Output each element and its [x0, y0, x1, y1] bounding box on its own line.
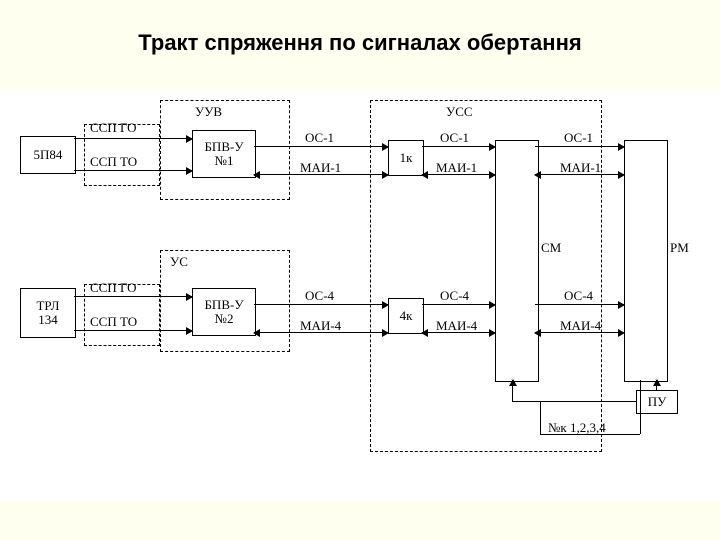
edge-seg-18-2 [540, 401, 541, 434]
edge-6 [254, 304, 388, 305]
diagram-canvas: УУВ УС УСС 5П84 ТРЛ134 БПВ-У№1 БПВ-У№2 1к 4к СМ РМ… [0, 90, 720, 500]
edge-9 [422, 174, 495, 175]
group-label-grp-uss: УСС [446, 104, 473, 120]
box-box-bpv2: БПВ-У№2 [192, 288, 256, 336]
edge-seg-16-1 [512, 380, 513, 401]
edge-0 [74, 138, 192, 139]
box-label-box-rm: РМ [670, 240, 689, 256]
edge-label-l-os4-b: ОС-4 [440, 288, 469, 304]
edge-seg-16-0 [512, 401, 636, 402]
edge-2 [74, 296, 192, 297]
edge-1 [74, 170, 192, 171]
edge-11 [422, 332, 495, 333]
edge-12 [535, 146, 624, 147]
edge-seg-18-0 [640, 380, 641, 434]
box-box-1k: 1к [388, 140, 424, 176]
edge-label-l-os4-c: ОС-4 [564, 288, 593, 304]
edge-5 [254, 174, 388, 175]
edge-label-l-ssp-to-2: ССП ТО [90, 314, 137, 330]
edge-3 [74, 330, 192, 331]
box-box-rm [624, 140, 668, 382]
edge-label-l-os4-a: ОС-4 [305, 288, 334, 304]
edge-label-l-os1-b: ОС-1 [440, 130, 469, 146]
edge-seg-18-1 [540, 434, 640, 435]
edge-14 [535, 304, 624, 305]
group-label-grp-uuv: УУВ [195, 104, 222, 120]
box-box-bpv1: БПВ-У№1 [192, 130, 256, 178]
edge-13 [535, 174, 624, 175]
box-box-pu: ПУ [636, 390, 678, 414]
group-label-grp-us: УС [170, 254, 188, 270]
edge-label-l-os1-c: ОС-1 [564, 130, 593, 146]
edge-label-l-ssp-go-2: ССП ГО [90, 280, 137, 296]
box-box-sm [495, 140, 539, 382]
edge-10 [422, 304, 495, 305]
edge-label-l-ssp-to-1: ССП ТО [90, 154, 137, 170]
edge-8 [422, 146, 495, 147]
edge-label-l-os1-a: ОС-1 [305, 130, 334, 146]
box-box-5p84: 5П84 [20, 136, 76, 174]
edge-4 [254, 146, 388, 147]
edge-15 [535, 332, 624, 333]
edge-label-l-ssp-go-1: ССП ГО [90, 120, 137, 136]
box-label-box-sm: СМ [541, 240, 561, 256]
edge-7 [254, 332, 388, 333]
box-box-trl134: ТРЛ134 [20, 288, 76, 338]
edge-seg-17-0 [656, 380, 657, 390]
page-title: Тракт спряження по сигналах обертання [0, 30, 720, 56]
box-box-4k: 4к [388, 298, 424, 334]
